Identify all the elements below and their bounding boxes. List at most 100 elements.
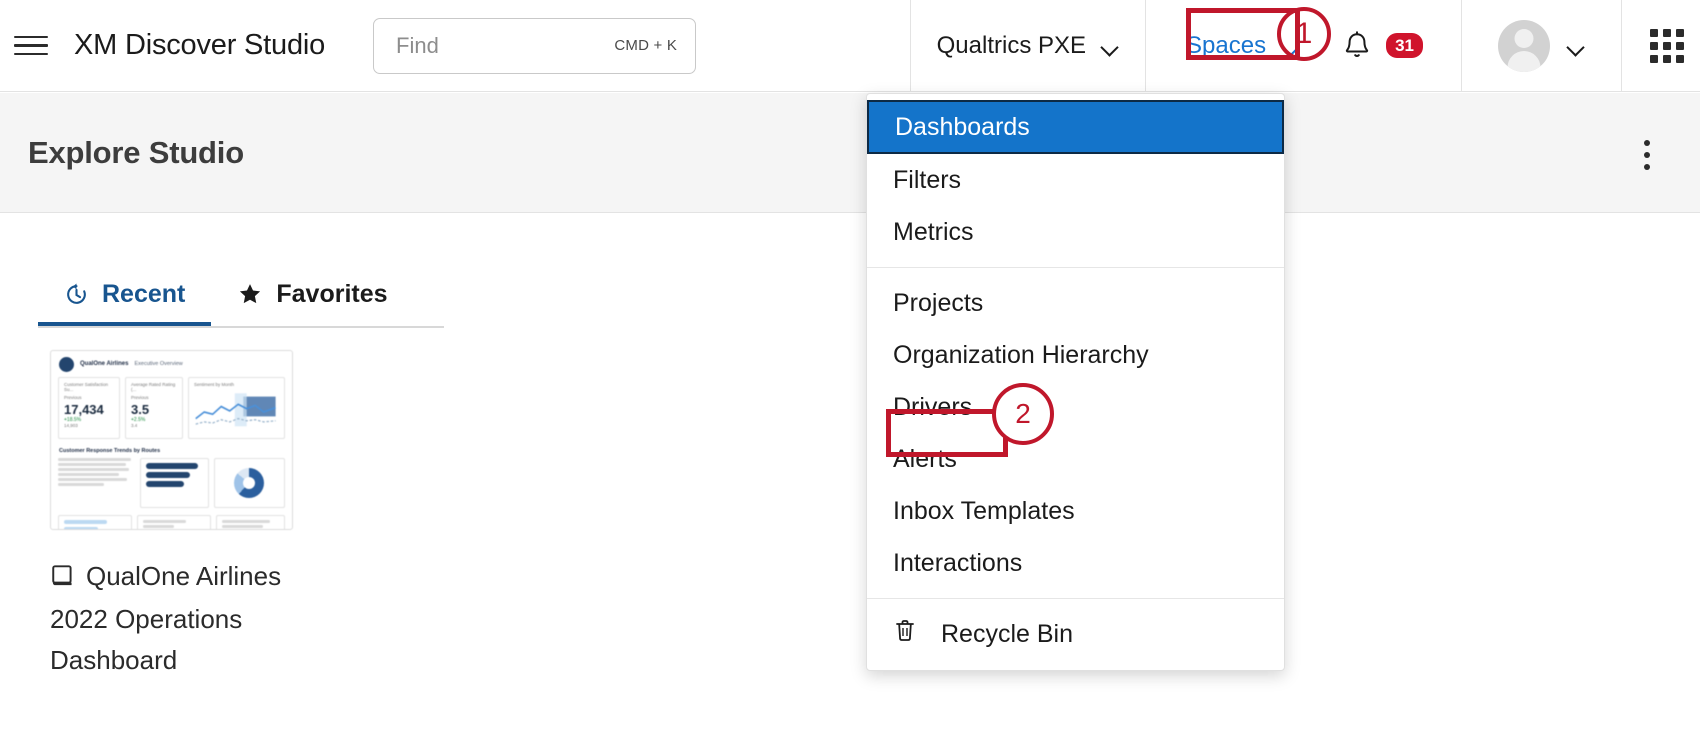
menu-item-drivers[interactable]: Drivers: [867, 381, 1284, 433]
menu-item-inbox-templates[interactable]: Inbox Templates: [867, 485, 1284, 537]
header-divider: [909, 0, 911, 92]
dashboard-book-icon: [50, 559, 76, 599]
thumbnail-footer-tile: [216, 515, 285, 529]
content-tabs: Recent Favorites: [38, 262, 444, 328]
menu-item-label: Organization Hierarchy: [893, 340, 1149, 369]
kpi-prev-label: Previous: [64, 395, 82, 400]
hamburger-line: [14, 52, 48, 56]
tab-favorites-label: Favorites: [276, 279, 388, 308]
tab-favorites[interactable]: Favorites: [211, 262, 413, 326]
tab-recent-label: Recent: [102, 279, 186, 308]
notification-count-badge[interactable]: 31: [1386, 32, 1423, 59]
spaces-selector-label: Spaces: [1186, 31, 1267, 59]
grid-dot: [1650, 41, 1658, 50]
thumbnail-trend-tile: Sentiment by Month: [188, 377, 285, 439]
menu-item-filters[interactable]: Filters: [867, 154, 1284, 206]
grid-dot: [1676, 54, 1684, 63]
kpi-value: 3.5: [131, 402, 150, 417]
menu-item-alerts[interactable]: Alerts: [867, 433, 1284, 485]
menu-item-label: Filters: [893, 165, 962, 194]
kpi-delta: +2.5%: [131, 417, 146, 424]
menu-item-label: Projects: [893, 288, 984, 317]
thumbnail-footer-tile: [137, 515, 211, 529]
grid-dot: [1676, 28, 1684, 37]
chevron-down-icon: [1568, 41, 1585, 51]
grid-dot: [1650, 54, 1658, 63]
thumbnail-lower-row: [51, 454, 292, 513]
page-title: Explore Studio: [28, 134, 244, 170]
hamburger-menu-icon[interactable]: [14, 33, 48, 59]
thumbnail-footer-row: [51, 513, 292, 529]
app-brand-title: XM Discover Studio: [74, 29, 326, 61]
search-placeholder: Find: [396, 32, 439, 58]
page-header-band: Explore Studio: [0, 93, 1700, 213]
menu-divider: [867, 598, 1284, 599]
thumbnail-bar-tile: [139, 458, 209, 508]
kebab-dot: [1644, 152, 1650, 158]
kebab-menu-icon[interactable]: [1631, 137, 1663, 173]
menu-divider: [867, 267, 1284, 268]
dashboard-thumbnail[interactable]: QualOne Airlines Executive Overview Cust…: [50, 350, 293, 530]
header-divider: [1145, 0, 1147, 92]
header-divider: [1461, 0, 1462, 92]
header-divider: [1621, 0, 1622, 92]
menu-item-metrics[interactable]: Metrics: [867, 206, 1284, 258]
menu-item-interactions[interactable]: Interactions: [867, 537, 1284, 589]
list-item-title-text: QualOne Airlines 2022 Operations Dashboa…: [50, 561, 282, 675]
tab-recent[interactable]: Recent: [38, 262, 211, 326]
kpi-prev: 14,903: [64, 423, 78, 429]
menu-item-label: Inbox Templates: [893, 496, 1075, 525]
grid-dot: [1663, 28, 1671, 37]
kpi-label: Average Rated Rating (...: [131, 382, 176, 392]
top-header-bar: XM Discover Studio Find CMD + K Qualtric…: [0, 0, 1700, 92]
hamburger-line: [14, 35, 48, 39]
thumbnail-donut-tile: [213, 458, 285, 508]
thumbnail-text-block: [58, 458, 135, 508]
menu-item-label: Dashboards: [895, 112, 1030, 141]
thumbnail-kpi-tile: Customer Satisfaction Su... Previous 17,…: [58, 377, 120, 439]
hamburger-line: [14, 44, 48, 47]
user-avatar-icon: [1498, 19, 1550, 72]
menu-item-label: Recycle Bin: [941, 619, 1073, 648]
search-input[interactable]: Find CMD + K: [373, 17, 697, 74]
grid-dot: [1663, 54, 1671, 63]
thumbnail-brand: QualOne Airlines: [80, 361, 129, 367]
grid-dot: [1663, 41, 1671, 50]
menu-item-label: Interactions: [893, 548, 1023, 577]
menu-item-label: Alerts: [893, 444, 957, 473]
menu-item-recycle-bin[interactable]: Recycle Bin: [867, 608, 1284, 660]
spaces-dropdown-menu: Dashboards Filters Metrics Projects Orga…: [866, 93, 1285, 671]
grid-dot: [1650, 28, 1658, 37]
menu-item-organization-hierarchy[interactable]: Organization Hierarchy: [867, 329, 1284, 381]
trash-icon: [893, 618, 917, 651]
kpi-prev-label: Previous: [131, 395, 149, 400]
spaces-selector[interactable]: Spaces: [1168, 24, 1318, 68]
trend-label: Sentiment by Month: [194, 382, 235, 387]
org-selector[interactable]: Qualtrics PXE: [911, 0, 1145, 92]
menu-item-label: Drivers: [893, 392, 973, 421]
list-item: QualOne Airlines Executive Overview Cust…: [50, 350, 350, 680]
list-item-title[interactable]: QualOne Airlines 2022 Operations Dashboa…: [50, 556, 320, 680]
menu-item-dashboards[interactable]: Dashboards: [867, 100, 1284, 154]
thumbnail-footer-tile: [58, 515, 132, 529]
kpi-prev: 3.4: [131, 423, 138, 429]
menu-item-label: Metrics: [893, 217, 974, 246]
kebab-dot: [1644, 140, 1650, 146]
grid-dot: [1676, 41, 1684, 50]
star-icon: [237, 282, 263, 307]
menu-item-projects[interactable]: Projects: [867, 277, 1284, 329]
chevron-down-icon: [1283, 41, 1300, 51]
thumbnail-kpi-row: Customer Satisfaction Su... Previous 17,…: [51, 377, 292, 444]
thumbnail-subtitle: Executive Overview: [134, 361, 183, 367]
kpi-delta: +18.5%: [64, 417, 82, 424]
trend-sparkline: [195, 393, 276, 427]
kpi-value: 17,434: [64, 402, 104, 417]
thumbnail-header: QualOne Airlines Executive Overview: [51, 351, 292, 377]
donut-chart: [234, 468, 265, 498]
account-menu[interactable]: [1462, 19, 1621, 72]
thumbnail-section-title: Customer Response Trends by Routes: [59, 448, 161, 454]
notifications-bell-icon[interactable]: [1344, 30, 1370, 61]
thumbnail-logo-icon: [59, 356, 74, 372]
kpi-label: Customer Satisfaction Su...: [64, 382, 109, 392]
apps-grid-icon[interactable]: [1650, 28, 1684, 63]
